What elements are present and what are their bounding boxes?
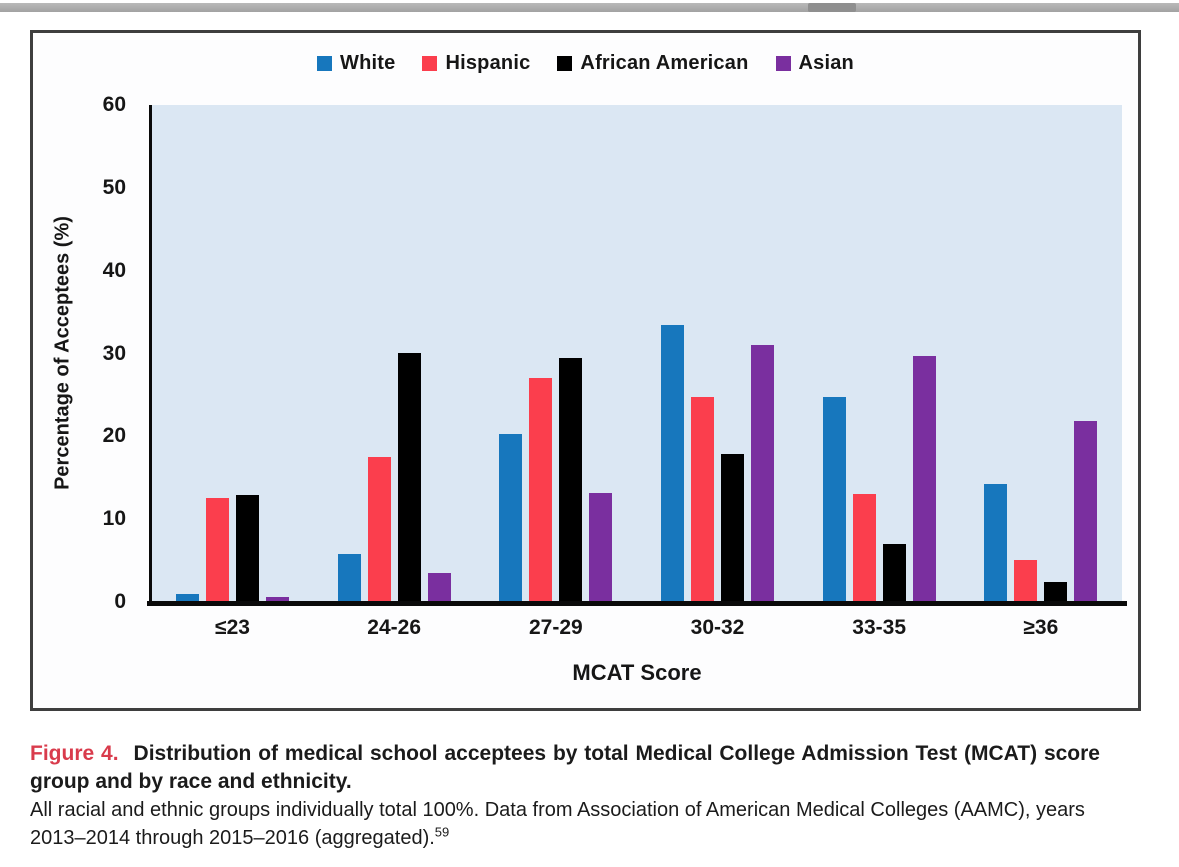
figure-panel: White Hispanic African American Asian Perce… (30, 30, 1141, 711)
y-axis-line (149, 105, 152, 606)
bar-white-30-32 (661, 324, 684, 602)
bar-asian-27-29 (589, 492, 613, 602)
y-axis-ticks: 0 10 20 30 40 50 60 (33, 93, 139, 613)
bar-african-american-24-26 (397, 352, 421, 602)
caption-reference-number: 59 (434, 824, 450, 840)
bar-asian-33-35 (912, 356, 936, 602)
x-tick-24-26: 24-26 (367, 616, 422, 639)
bar-white--23 (176, 593, 199, 602)
legend-item-white: White (317, 52, 395, 75)
legend-label-asian: Asian (798, 52, 854, 74)
bar-hispanic-30-32 (691, 396, 714, 602)
bar-african-american-30-32 (721, 453, 744, 602)
bar-asian-24-26 (427, 573, 451, 602)
y-tick-60: 60 (102, 93, 126, 116)
legend-item-asian: Asian (775, 52, 854, 75)
bar-hispanic--23 (206, 498, 229, 602)
caption-title-line: Figure 4. Distribution of medical school … (30, 740, 1100, 796)
legend-swatch-asian (775, 56, 791, 71)
legend-swatch-hispanic (422, 56, 438, 71)
chart-legend: White Hispanic African American Asian (33, 52, 1138, 75)
legend-swatch-white (317, 56, 333, 71)
top-scrollbar-track[interactable] (0, 3, 1179, 12)
bar-hispanic-27-29 (529, 378, 553, 602)
caption-title-text: Distribution of medical school acceptees… (30, 742, 1100, 793)
legend-swatch-african-american (557, 56, 573, 71)
legend-item-hispanic: Hispanic (422, 52, 530, 75)
bar-hispanic--36 (1014, 559, 1038, 602)
bar-asian-30-32 (751, 345, 774, 602)
y-tick-30: 30 (102, 341, 126, 365)
bar-asian--23 (266, 597, 289, 602)
x-tick--36: ≥36 (1023, 616, 1059, 639)
y-tick-40: 40 (102, 258, 126, 282)
legend-label-african-american: African American (580, 52, 749, 74)
bar-asian--36 (1074, 420, 1098, 602)
bar-african-american-33-35 (882, 544, 906, 602)
caption-body-text: All racial and ethnic groups individuall… (30, 799, 1085, 849)
y-tick-20: 20 (102, 424, 126, 448)
y-tick-10: 10 (102, 507, 126, 531)
y-tick-50: 50 (102, 175, 126, 199)
x-tick--23: ≤23 (215, 616, 250, 639)
plot-area (152, 105, 1122, 602)
legend-label-white: White (340, 52, 396, 74)
bar-african-american--36 (1044, 582, 1068, 602)
bar-hispanic-24-26 (367, 457, 391, 602)
bar-hispanic-33-35 (852, 494, 876, 602)
top-scrollbar-thumb[interactable] (808, 3, 856, 12)
bar-white-24-26 (337, 553, 361, 602)
legend-item-african-american: African American (557, 52, 748, 75)
bar-african-american-27-29 (559, 357, 583, 602)
x-tick-27-29: 27-29 (528, 616, 583, 639)
y-tick-0: 0 (114, 590, 126, 613)
x-axis-line (147, 601, 1127, 606)
bar-african-american--23 (236, 495, 259, 602)
x-tick-33-35: 33-35 (852, 616, 907, 639)
legend-label-hispanic: Hispanic (445, 52, 531, 74)
x-axis-title: MCAT Score (572, 660, 702, 685)
figure-caption: Figure 4. Distribution of medical school … (30, 740, 1100, 852)
bar-white-27-29 (499, 433, 523, 602)
caption-figure-label: Figure 4. (30, 742, 119, 765)
caption-body-line: All racial and ethnic groups individuall… (30, 796, 1100, 852)
bar-white--36 (984, 483, 1008, 602)
bar-white-33-35 (822, 396, 846, 602)
x-tick-30-32: 30-32 (690, 616, 745, 639)
